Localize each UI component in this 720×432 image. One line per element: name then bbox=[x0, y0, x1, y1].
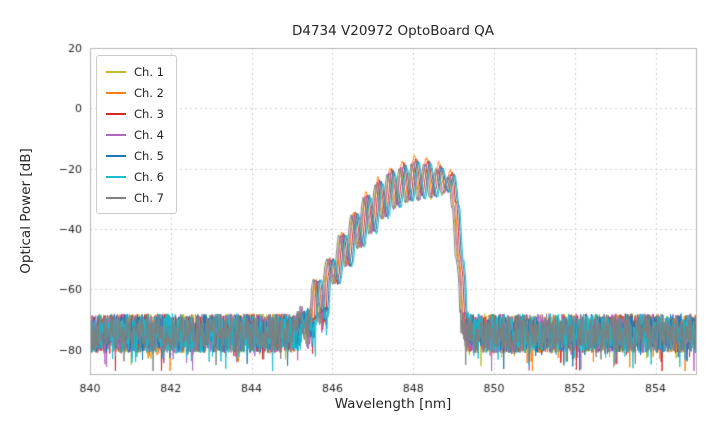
legend-item-ch-6: Ch. 6 bbox=[106, 166, 164, 187]
legend-item-ch-7: Ch. 7 bbox=[106, 187, 164, 208]
x-axis-label: Wavelength [nm] bbox=[334, 396, 452, 412]
figure-title: D4734 V20972 OptoBoard QA bbox=[291, 23, 495, 39]
legend-label: Ch. 2 bbox=[134, 85, 164, 100]
legend-line-swatch bbox=[106, 175, 126, 178]
legend-line-swatch bbox=[106, 133, 126, 136]
legend: Ch. 1 Ch. 2 Ch. 3 Ch. 4 Ch. 5 Ch. 6 Ch. 7 bbox=[96, 55, 177, 214]
legend-label: Ch. 6 bbox=[134, 169, 164, 184]
legend-label: Ch. 7 bbox=[134, 190, 164, 205]
legend-line-swatch bbox=[106, 154, 126, 157]
legend-label: Ch. 5 bbox=[134, 148, 164, 163]
legend-item-ch-5: Ch. 5 bbox=[106, 145, 164, 166]
legend-line-swatch bbox=[106, 70, 126, 73]
legend-label: Ch. 4 bbox=[134, 127, 164, 142]
legend-item-ch-3: Ch. 3 bbox=[106, 103, 164, 124]
legend-item-ch-1: Ch. 1 bbox=[106, 61, 164, 82]
legend-line-swatch bbox=[106, 112, 126, 115]
legend-item-ch-2: Ch. 2 bbox=[106, 82, 164, 103]
legend-line-swatch bbox=[106, 91, 126, 94]
legend-label: Ch. 1 bbox=[134, 64, 164, 79]
y-axis-label: Optical Power [dB] bbox=[18, 148, 34, 274]
legend-label: Ch. 3 bbox=[134, 106, 164, 121]
legend-item-ch-4: Ch. 4 bbox=[106, 124, 164, 145]
legend-line-swatch bbox=[106, 196, 126, 199]
